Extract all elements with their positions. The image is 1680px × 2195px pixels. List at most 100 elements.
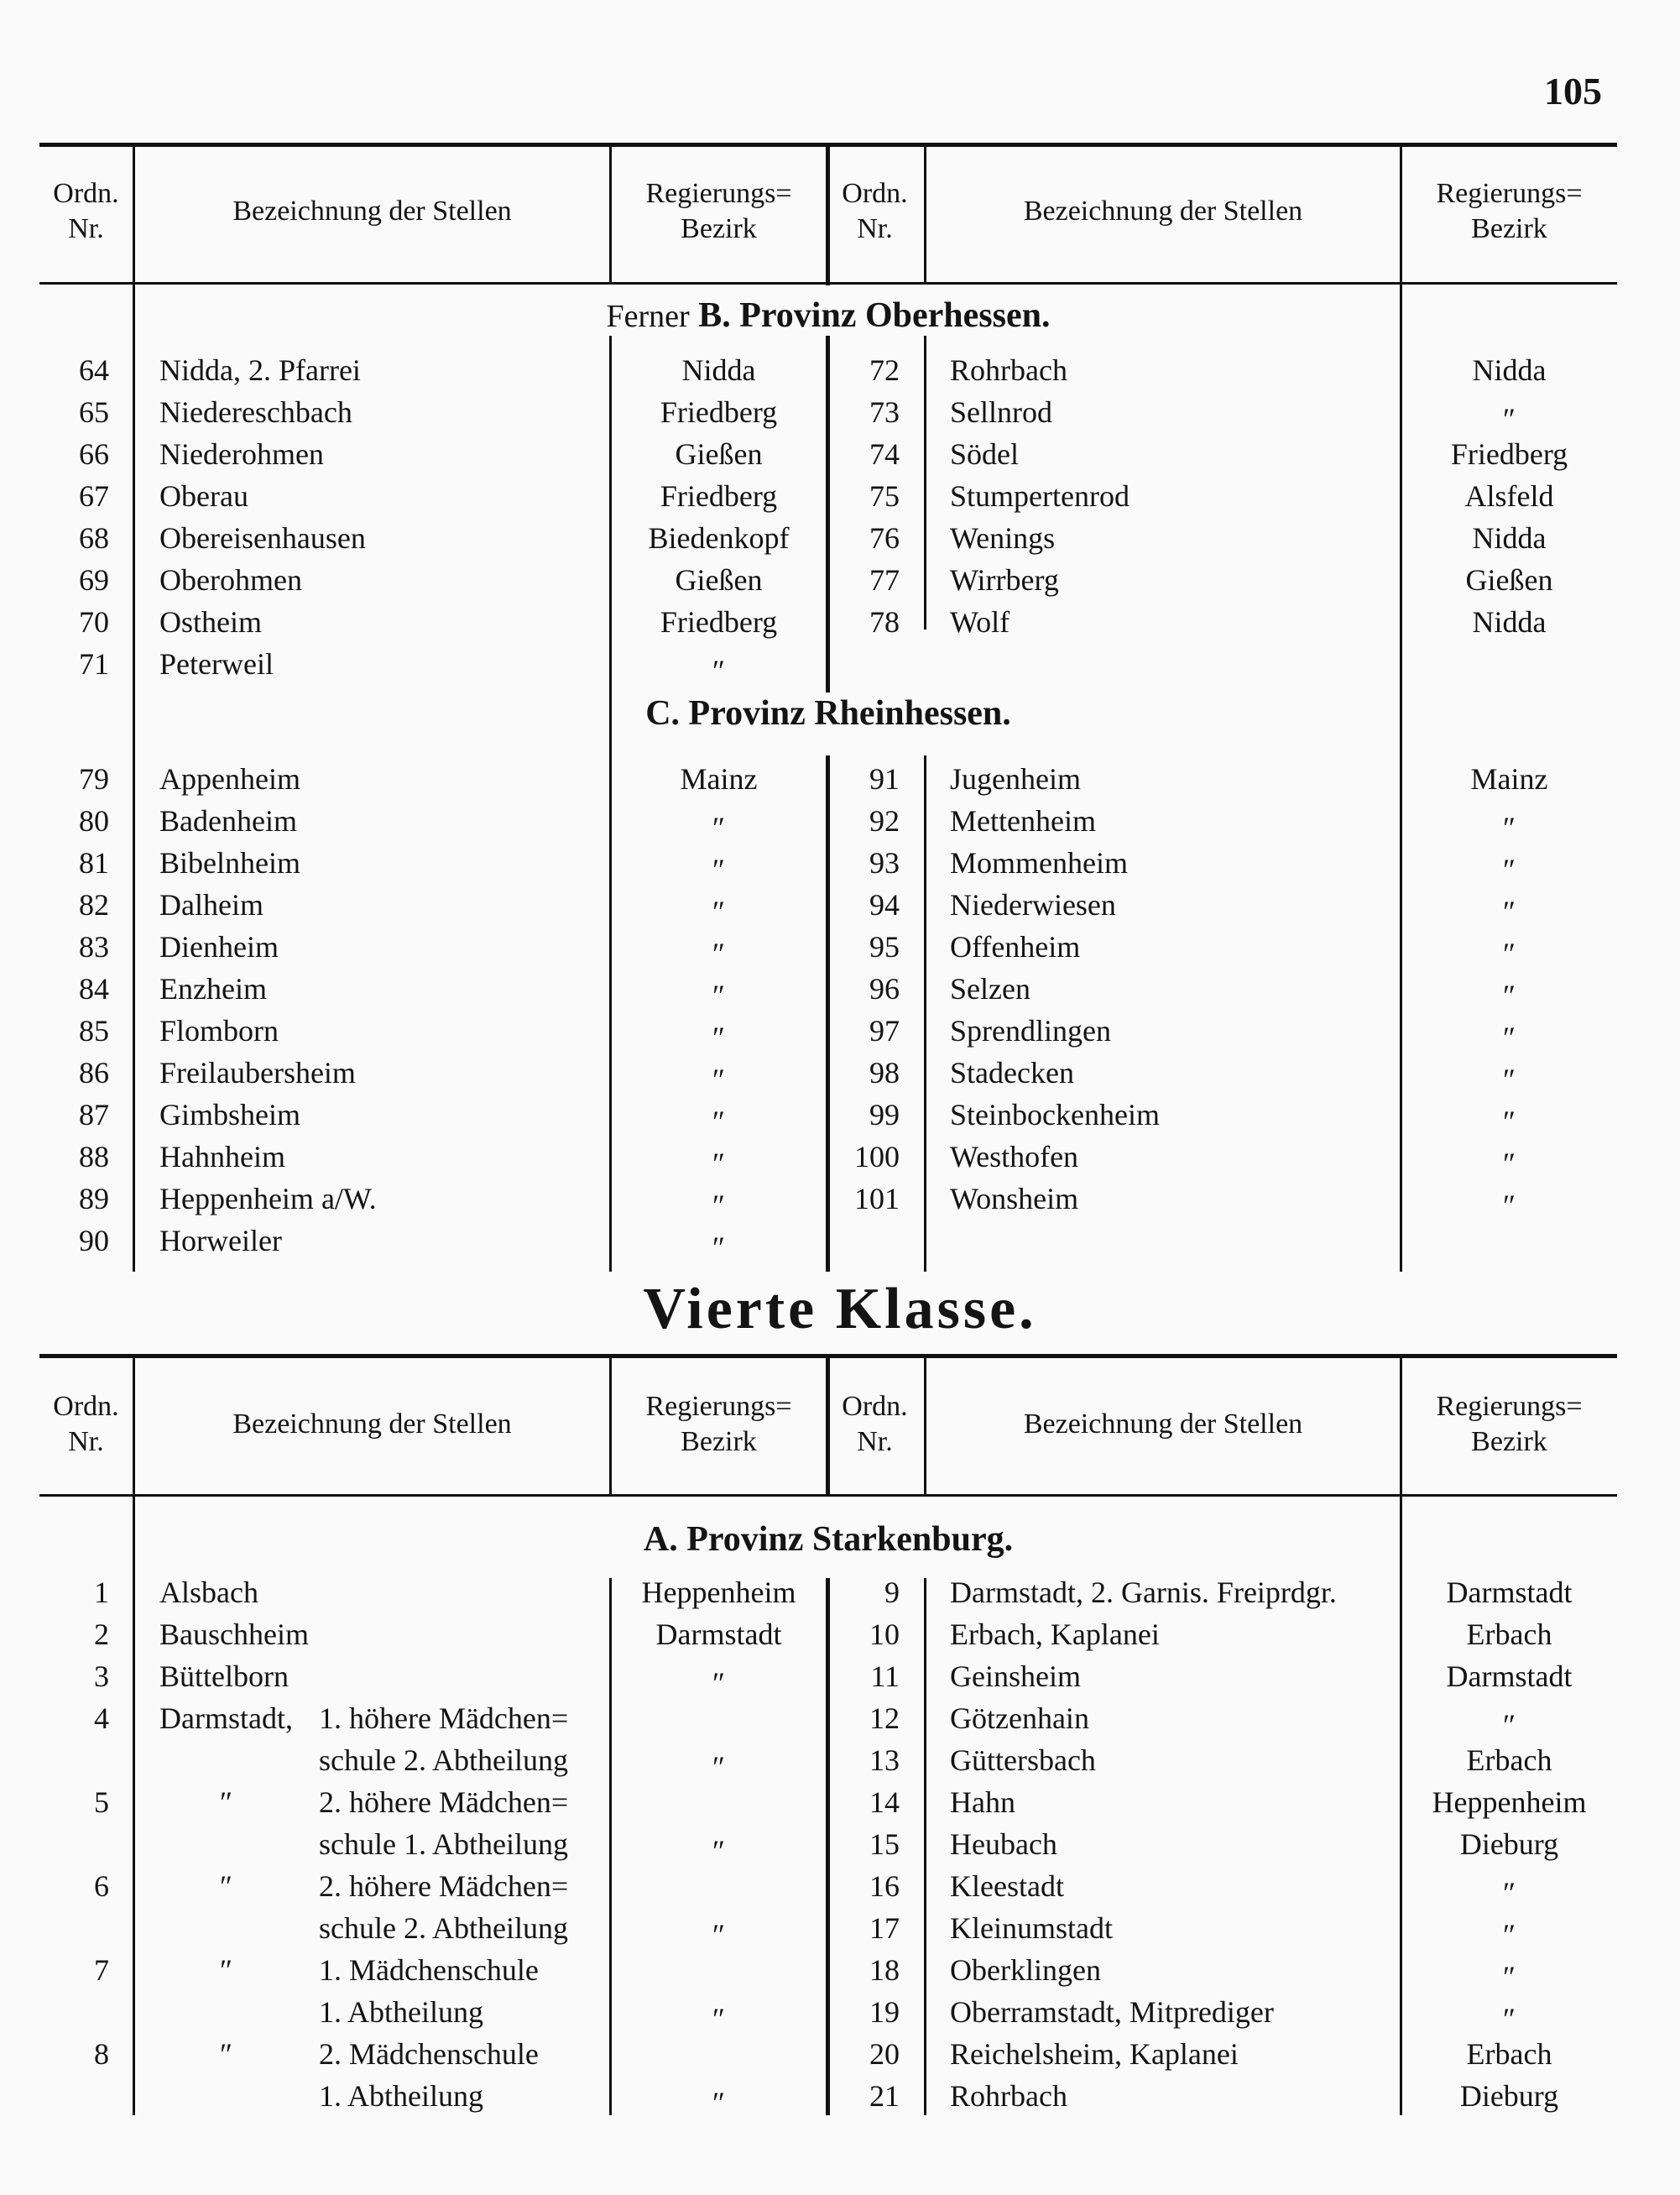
row-name: ″ <box>220 2037 232 2071</box>
horizontal-rule <box>39 143 1617 147</box>
column-divider <box>133 147 135 1272</box>
row-number: 64 <box>79 353 109 387</box>
row-number: 79 <box>79 762 109 796</box>
row-bezirk: ″ <box>712 853 725 886</box>
row-bezirk: Friedberg <box>660 479 778 513</box>
row-number: 9 <box>884 1576 900 1609</box>
row-detail: schule 1. Abtheilung <box>319 1827 568 1861</box>
row-bezirk: ″ <box>712 1105 725 1138</box>
row-detail: 1. höhere Mädchen= <box>319 1701 569 1735</box>
row-bezirk: Gießen <box>1465 563 1553 597</box>
header-ordn: Ordn. <box>53 178 119 209</box>
header-nr: Nr. <box>68 1426 104 1457</box>
row-bezirk: ″ <box>1503 979 1516 1012</box>
header-bezeichnung: Bezeichnung der Stellen <box>232 1408 512 1440</box>
row-bezirk: ″ <box>1503 1918 1516 1952</box>
row-bezirk: ″ <box>1503 937 1516 970</box>
row-name: Kleestadt <box>950 1869 1064 1903</box>
header-regierungsbezirk: Regierungs= Bezirk <box>1402 176 1616 247</box>
row-bezirk: ″ <box>712 2086 725 2119</box>
row-bezirk: ″ <box>712 1231 725 1264</box>
row-number: 100 <box>854 1140 900 1173</box>
row-bezirk: ″ <box>1503 2002 1516 2036</box>
row-detail: 2. Mädchenschule <box>319 2037 539 2071</box>
row-bezirk: ″ <box>1503 811 1516 844</box>
row-bezirk: ″ <box>1503 1105 1516 1138</box>
row-number: 13 <box>869 1743 900 1777</box>
header-bezeichnung: Bezeichnung der Stellen <box>1023 196 1303 227</box>
row-bezirk: ″ <box>712 1666 725 1700</box>
row-name: Ostheim <box>159 605 262 639</box>
row-number: 98 <box>869 1056 900 1090</box>
row-number: 18 <box>869 1953 900 1987</box>
row-number: 92 <box>869 804 900 838</box>
row-name: Rohrbach <box>950 2079 1067 2113</box>
header-regierungs: Regierungs= <box>645 178 792 209</box>
row-number: 20 <box>869 2037 900 2071</box>
row-name: Flomborn <box>159 1014 279 1048</box>
row-name: Bibelnheim <box>159 846 300 880</box>
row-number <box>42 1991 109 2033</box>
row-bezirk: ″ <box>1503 1876 1516 1910</box>
row-bezirk: Gießen <box>675 437 763 471</box>
row-name: Hahn <box>950 1785 1015 1819</box>
row-bezirk: ″ <box>1503 853 1516 886</box>
row-number: 86 <box>79 1056 109 1090</box>
row-bezirk: ″ <box>712 1750 725 1784</box>
row-number: 81 <box>79 846 109 880</box>
row-name: Dalheim <box>159 888 263 922</box>
row-name: Westhofen <box>950 1140 1079 1173</box>
row-bezirk: ″ <box>712 1147 725 1180</box>
section-title: B. Provinz Oberhessen. <box>698 296 1051 335</box>
row-bezirk: Friedberg <box>660 395 778 429</box>
row-detail: 1. Abtheilung <box>319 2079 483 2113</box>
header-nr: Nr. <box>857 1426 893 1457</box>
row-number: 83 <box>79 930 109 964</box>
row-number: 85 <box>79 1014 109 1048</box>
row-bezirk: Darmstadt <box>1446 1576 1573 1609</box>
row-name: Reichelsheim, Kaplanei <box>950 2037 1239 2071</box>
header-regierungsbezirk: Regierungs= Bezirk <box>612 176 826 247</box>
row-name: Wonsheim <box>950 1182 1079 1215</box>
row-number: 97 <box>869 1014 900 1048</box>
row-number: 4 <box>94 1701 109 1735</box>
row-name: Götzenhain <box>950 1701 1089 1735</box>
row-bezirk: ″ <box>1503 1147 1516 1180</box>
row-name: Jugenheim <box>950 762 1081 796</box>
column-divider <box>609 755 612 1272</box>
row-name: Sellnrod <box>950 395 1052 429</box>
row-name: ″ <box>220 1953 232 1987</box>
row-number: 78 <box>869 605 900 639</box>
row-bezirk: Darmstadt <box>655 1618 782 1651</box>
header-ordn-nr: Ordn. Nr. <box>826 176 924 247</box>
row-number: 71 <box>79 647 109 681</box>
row-number: 91 <box>869 762 900 796</box>
row-bezirk: Darmstadt <box>1446 1659 1573 1693</box>
row-name: Oberohmen <box>159 563 302 597</box>
row-bezirk: Erbach <box>1466 1743 1552 1777</box>
row-name: ″ <box>220 1785 232 1819</box>
row-bezirk: Friedberg <box>660 605 778 639</box>
column-divider <box>826 336 830 692</box>
row-name: Kleinumstadt <box>950 1911 1113 1945</box>
header-regierungs: Regierungs= <box>1436 178 1583 209</box>
row-number: 88 <box>79 1140 109 1173</box>
row-number: 94 <box>869 888 900 922</box>
row-number: 65 <box>79 395 109 429</box>
row-bezirk: Erbach <box>1466 2037 1552 2071</box>
column-divider <box>924 336 926 630</box>
header-ordn: Ordn. <box>842 1391 908 1422</box>
row-name: Bauschheim <box>159 1618 309 1651</box>
row-number: 75 <box>869 479 900 513</box>
column-divider <box>924 755 926 1272</box>
row-number: 76 <box>869 521 900 555</box>
row-name: Heubach <box>950 1827 1057 1861</box>
row-name: Stumpertenrod <box>950 479 1130 513</box>
row-number: 89 <box>79 1182 109 1215</box>
row-name: Darmstadt, 2. Garnis. Freiprdgr. <box>950 1576 1337 1609</box>
row-number: 77 <box>869 563 900 597</box>
header-bezeichnung: Bezeichnung der Stellen <box>232 196 512 227</box>
row-number: 68 <box>79 521 109 555</box>
row-name: Mommenheim <box>950 846 1128 880</box>
column-divider <box>609 1578 612 2115</box>
